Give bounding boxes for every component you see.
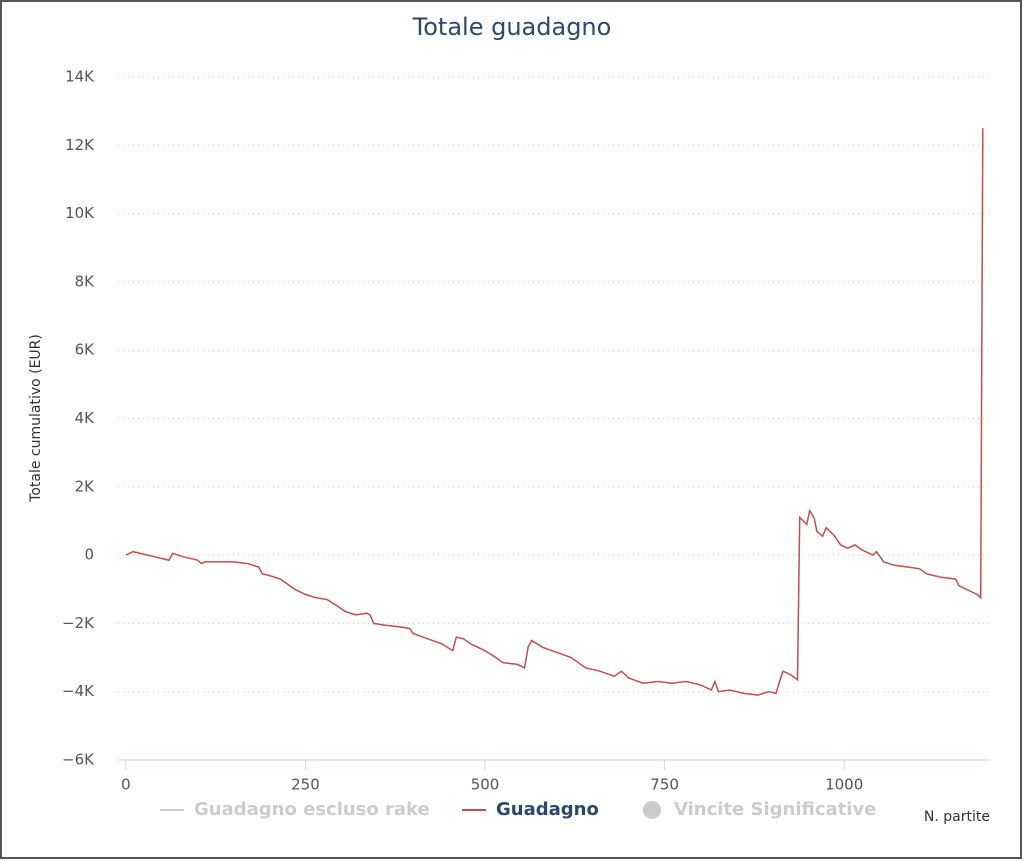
chart-title: Totale guadagno bbox=[412, 13, 612, 41]
y-tick-label: 0 bbox=[84, 546, 94, 564]
legend-label[interactable]: Guadagno escluso rake bbox=[194, 799, 430, 820]
y-tick-label: 4K bbox=[75, 409, 96, 427]
x-tick-label: 250 bbox=[291, 776, 320, 794]
y-tick-label: 6K bbox=[75, 341, 96, 359]
x-axis-title: N. partite bbox=[924, 809, 990, 825]
y-tick-label: 12K bbox=[65, 136, 95, 154]
y-tick-label: −6K bbox=[62, 751, 95, 769]
y-tick-label: −2K bbox=[62, 614, 95, 632]
x-tick-label: 0 bbox=[121, 776, 131, 794]
y-tick-label: −4K bbox=[62, 682, 95, 700]
legend-symbol bbox=[643, 801, 661, 819]
x-tick-label: 750 bbox=[650, 776, 679, 794]
data-line bbox=[125, 128, 984, 696]
x-tick-label: 500 bbox=[471, 776, 500, 794]
legend-label[interactable]: Vincite Significative bbox=[674, 799, 876, 820]
y-tick-label: 10K bbox=[65, 204, 95, 222]
legend-label[interactable]: Guadagno bbox=[496, 799, 599, 820]
y-tick-label: 8K bbox=[75, 272, 96, 290]
y-tick-label: 14K bbox=[65, 68, 95, 86]
x-tick-label: 1000 bbox=[825, 776, 863, 794]
y-axis-title: Totale cumulativo (EUR) bbox=[28, 334, 44, 503]
y-tick-label: 2K bbox=[75, 477, 96, 495]
